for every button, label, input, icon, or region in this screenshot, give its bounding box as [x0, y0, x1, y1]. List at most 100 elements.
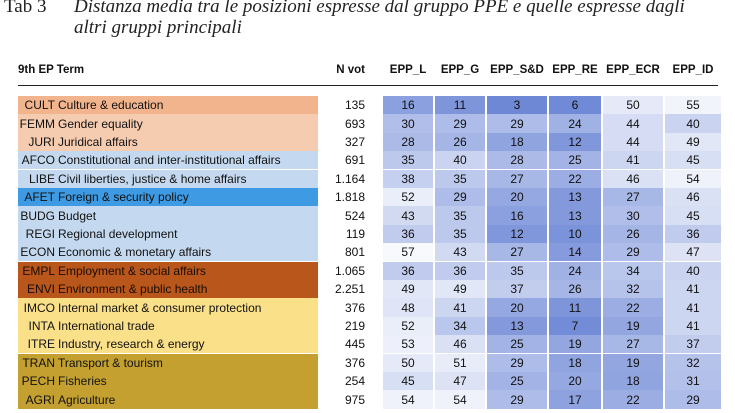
committee-code: PECH: [21, 374, 55, 389]
distance-cell: 27: [487, 243, 547, 262]
distance-cell: 54: [665, 169, 721, 188]
distance-cell: 12: [549, 132, 601, 152]
distance-cell: 10: [549, 224, 601, 244]
distance-cell: 44: [603, 132, 663, 152]
distance-cell: 18: [549, 353, 601, 372]
committee-name: Juridical affairs: [58, 134, 138, 149]
nvot-cell: 1.818: [334, 190, 365, 205]
distance-cell: 28: [487, 151, 547, 170]
committee-name: Fisheries: [58, 374, 107, 389]
committee-code: AGRI: [25, 392, 55, 407]
nvot-cell: 119: [345, 226, 365, 241]
committee-label: ITRE Industry, research & energy: [18, 335, 318, 354]
table-row: ENVI Environment & public health 2.251 49 49…: [18, 280, 721, 299]
committee-code: ITRE: [27, 337, 55, 352]
table-row: JURI Juridical affairs 327 28 26 18 12 44 49: [18, 132, 721, 152]
distance-cell: 36: [383, 261, 433, 280]
distance-cell: 43: [383, 206, 433, 225]
distance-cell: 36: [383, 224, 433, 244]
distance-cell: 27: [603, 188, 663, 207]
distance-cell: 41: [435, 298, 485, 317]
committee-label: BUDG Budget: [18, 206, 318, 225]
committee-name: Budget: [58, 208, 97, 223]
distance-cell: 7: [549, 316, 601, 336]
committee-label: INTA International trade: [18, 316, 318, 336]
distance-cell: 36: [665, 224, 721, 244]
distance-cell: 41: [665, 316, 721, 336]
header-epp-g: EPP_G: [440, 64, 480, 76]
distance-cell: 29: [665, 390, 721, 409]
committee-code: REGI: [25, 226, 55, 241]
distance-cell: 13: [549, 206, 601, 225]
committee-name: Industry, research & energy: [58, 337, 205, 352]
committee-code: IMCO: [23, 300, 55, 315]
committee-label: CULT Culture & education: [18, 96, 318, 115]
distance-cell: 49: [435, 280, 485, 299]
distance-cell: 26: [549, 280, 601, 299]
distance-cell: 34: [603, 261, 663, 280]
committee-name: Economic & monetary affairs: [58, 245, 212, 260]
distance-cell: 26: [603, 224, 663, 244]
nvot-cell: 2.251: [334, 282, 365, 297]
committee-code: LIBE: [28, 171, 55, 186]
distance-cell: 13: [487, 316, 547, 336]
header-rule: [18, 85, 718, 86]
distance-cell: 30: [383, 114, 433, 133]
nvot-cell: 135: [344, 98, 365, 113]
distance-cell: 17: [549, 390, 601, 409]
distance-cell: 27: [487, 169, 547, 188]
distance-cell: 31: [665, 372, 721, 391]
distance-cell: 24: [549, 261, 601, 280]
distance-cell: 29: [603, 243, 663, 262]
header-epp-re: EPP_RE: [552, 64, 598, 76]
distance-cell: 12: [487, 224, 547, 244]
committee-code: JURI: [28, 134, 55, 149]
committee-name: Constitutional and inter-institutional a…: [58, 153, 281, 168]
distance-cell: 3: [487, 96, 547, 115]
distance-cell: 20: [487, 298, 547, 317]
table-row: BUDG Budget 524 43 35 16 13 30 45: [18, 206, 721, 225]
header-epp-l: EPP_L: [389, 64, 427, 76]
distance-cell: 18: [603, 372, 663, 391]
distance-cell: 35: [383, 151, 433, 170]
distance-cell: 55: [665, 96, 721, 115]
distance-cell: 11: [549, 298, 601, 317]
distance-cell: 53: [383, 335, 433, 354]
table-header: 9th EP Term N vot EPP_L EPP_G EPP_S&D EP…: [18, 64, 718, 80]
distance-cell: 40: [435, 151, 485, 170]
distance-cell: 52: [383, 188, 433, 207]
committee-label: AGRI Agriculture: [18, 390, 318, 409]
table-row: AFET Foreign & security policy 1.818 52 29 20…: [18, 188, 721, 207]
distance-cell: 25: [549, 151, 601, 170]
header-epp-sd: EPP_S&D: [490, 64, 544, 76]
table-row: CULT Culture & education 135 16 11 3 6 50 55: [18, 96, 721, 115]
table-row: FEMM Gender equality 693 30 29 29 24 44 40: [18, 114, 721, 133]
committee-label: REGI Regional development: [18, 224, 318, 244]
distance-cell: 20: [487, 188, 547, 207]
distance-cell: 34: [435, 316, 485, 336]
committee-name: Employment & social affairs: [58, 263, 206, 278]
table-row: TRAN Transport & tourism 376 50 51 29 18 19 32: [18, 353, 721, 372]
distance-cell: 14: [549, 243, 601, 262]
committee-name: Internal market & consumer protection: [58, 300, 262, 315]
committee-name: Transport & tourism: [58, 355, 163, 370]
committee-name: International trade: [58, 318, 155, 333]
header-term: 9th EP Term: [18, 64, 85, 76]
distance-cell: 37: [665, 335, 721, 354]
distance-cell: 46: [435, 335, 485, 354]
distance-cell: 40: [665, 261, 721, 280]
distance-cell: 52: [383, 316, 433, 336]
distance-cell: 47: [665, 243, 721, 262]
distance-cell: 19: [603, 353, 663, 372]
distance-cell: 36: [435, 261, 485, 280]
committee-name: Culture & education: [58, 98, 164, 113]
distance-cell: 45: [665, 151, 721, 170]
committee-label: AFET Foreign & security policy: [18, 188, 318, 207]
committee-code: AFCO: [21, 153, 55, 168]
nvot-cell: 445: [344, 337, 365, 352]
table-caption: Tab 3 Distanza media tra le posizioni esp…: [4, 0, 732, 38]
distance-cell: 45: [383, 372, 433, 391]
distance-cell: 48: [383, 298, 433, 317]
committee-label: IMCO Internal market & consumer protectio…: [18, 298, 318, 317]
nvot-cell: 801: [344, 245, 365, 260]
